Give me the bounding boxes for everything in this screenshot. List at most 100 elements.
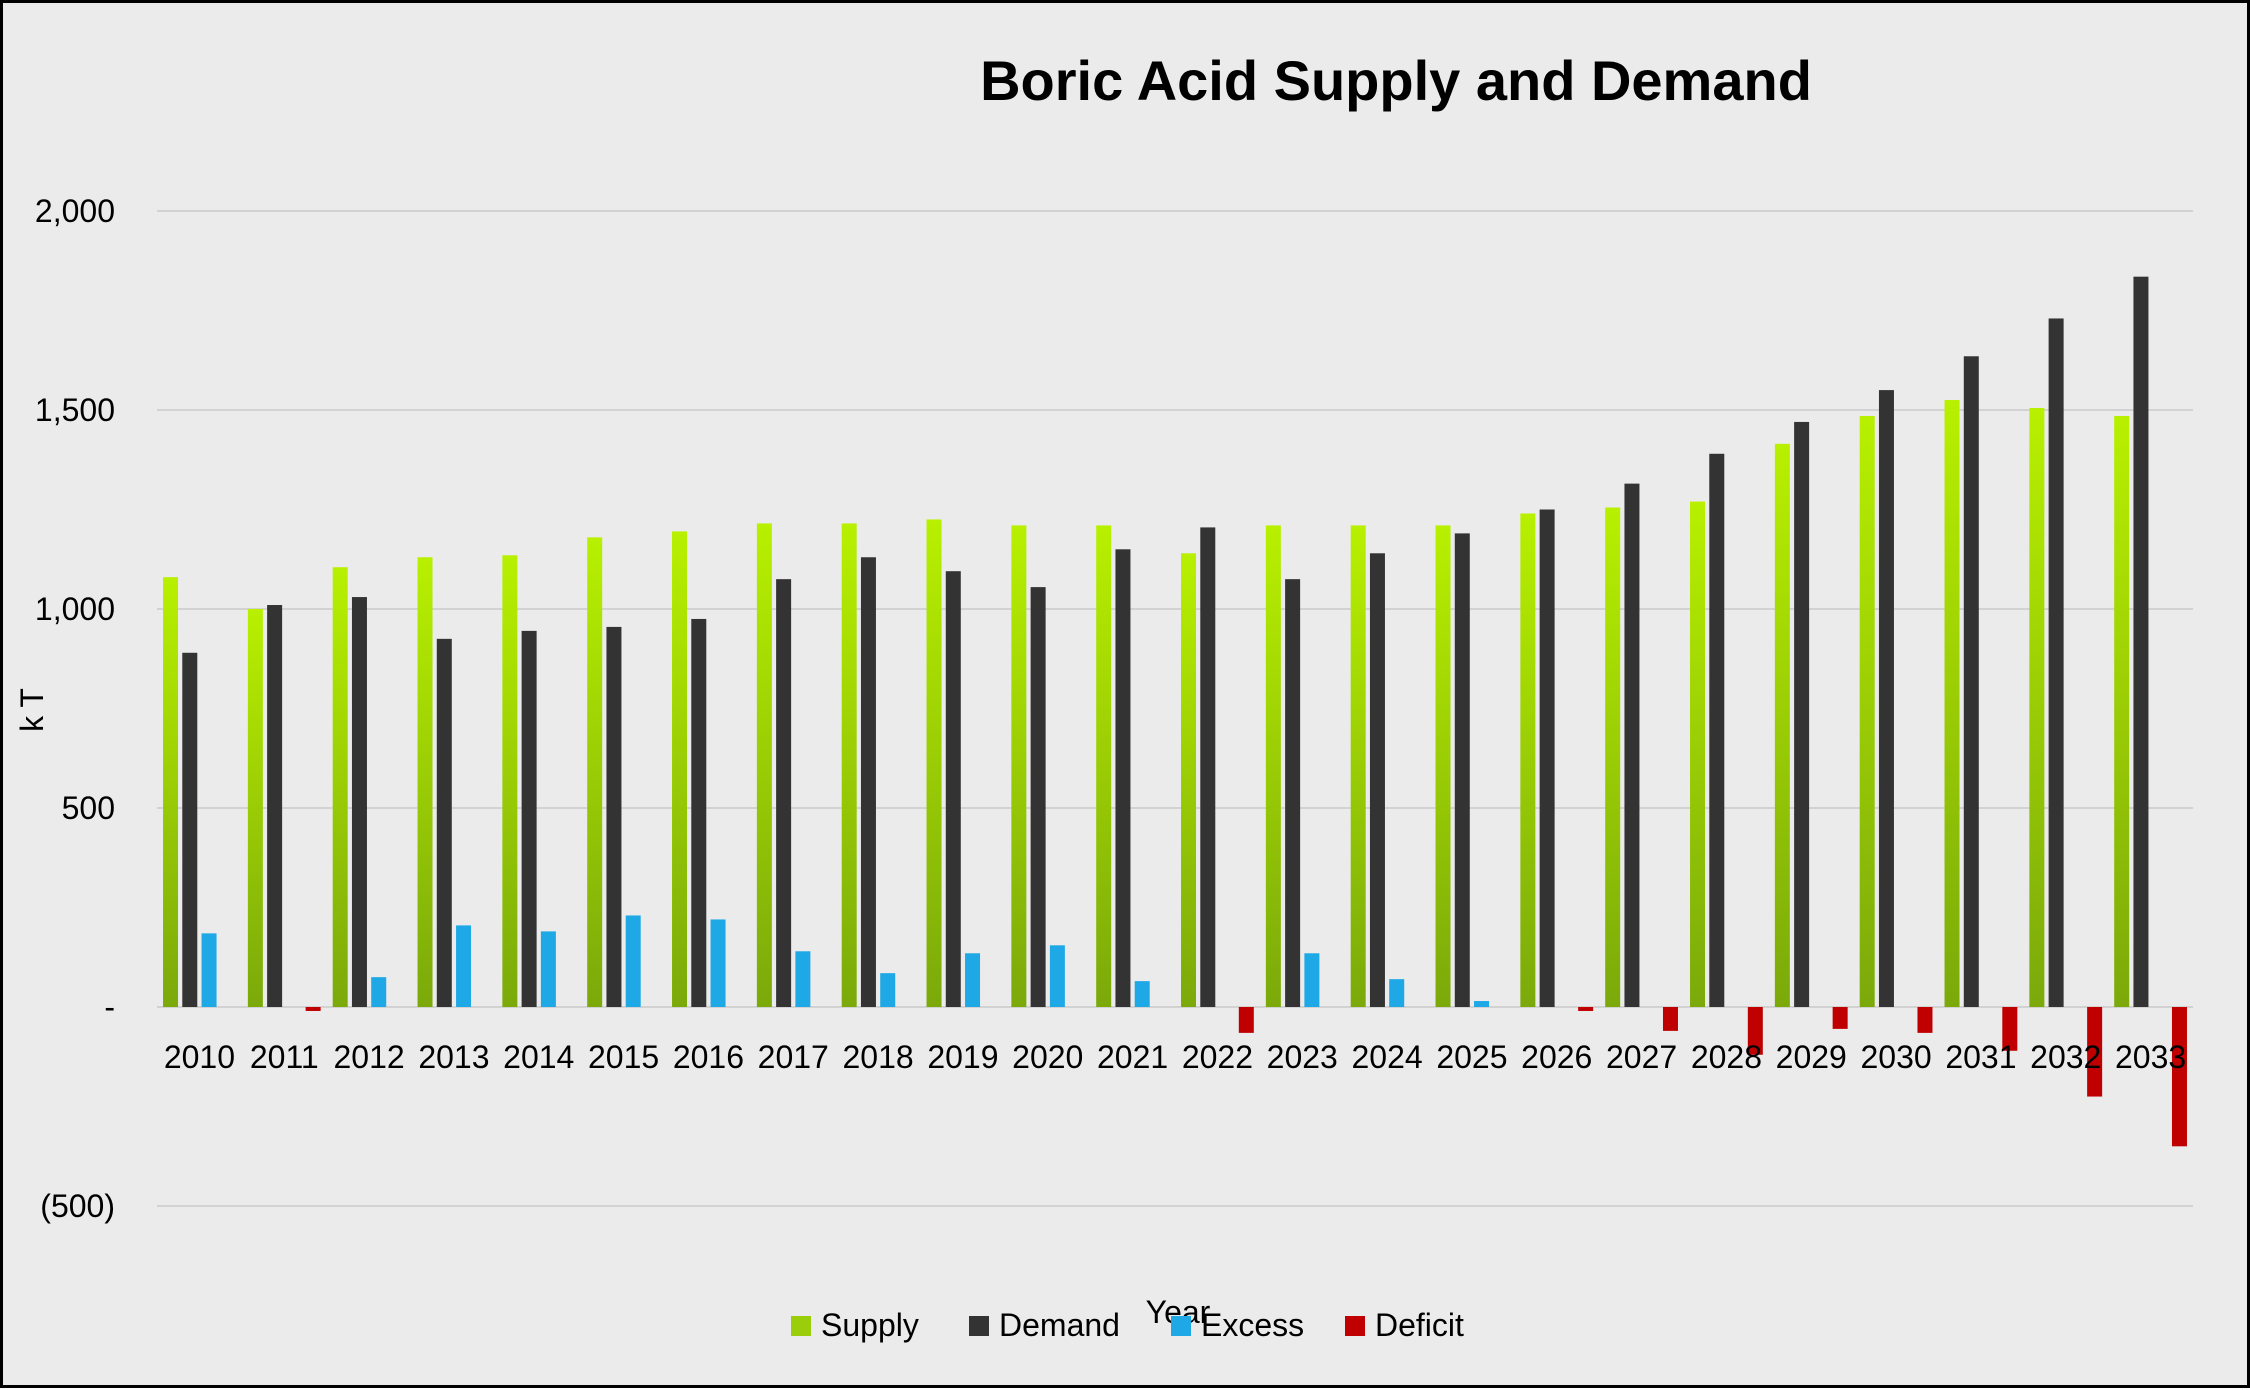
legend-label-supply: Supply [821,1307,919,1343]
bar-demand-2020 [1030,587,1046,1007]
bar-demand-2031 [1963,356,1979,1007]
bar-excess-2024 [1389,979,1405,1007]
x-tick-label: 2015 [588,1039,659,1075]
legend-label-demand: Demand [999,1307,1120,1343]
bar-deficit-2033 [2171,1007,2187,1147]
bar-supply-2015 [587,537,603,1007]
x-tick-label: 2025 [1436,1039,1507,1075]
bar-supply-2011 [247,609,263,1007]
bar-excess-2020 [1049,945,1065,1007]
bar-supply-2014 [502,555,518,1007]
legend-swatch-excess [1171,1316,1191,1336]
bar-excess-2023 [1304,953,1320,1007]
legend-swatch-deficit [1345,1316,1365,1336]
x-axis-ticks: 2010 2011 2012 2013 2014 2015 2016 2017 2018 2019… [164,1039,2186,1075]
bar-excess-2016 [710,919,726,1007]
bar-supply-2013 [417,557,433,1007]
bar-supply-2020 [1011,525,1027,1007]
x-tick-label: 2027 [1606,1039,1677,1075]
y-axis-ticks: 2,000 1,500 1,000 500 - (500) [35,193,115,1224]
bar-deficit-2030 [1917,1007,1933,1033]
bar-supply-2017 [756,523,772,1007]
bar-supply-2032 [2029,408,2045,1007]
bar-excess-2014 [540,931,556,1007]
bar-excess-2013 [456,925,472,1007]
bar-deficit-2029 [1832,1007,1848,1029]
bar-supply-2030 [1859,415,1875,1008]
bar-supply-2026 [1520,513,1536,1007]
y-tick-label: (500) [40,1188,115,1224]
x-tick-label: 2017 [758,1039,829,1075]
bar-supply-2022 [1181,553,1197,1007]
bar-deficit-2011 [305,1007,321,1011]
bar-demand-2015 [606,626,622,1007]
bar-demand-2018 [860,557,876,1007]
bar-deficit-2022 [1238,1007,1254,1033]
bar-demand-2013 [436,638,452,1007]
bar-supply-2016 [672,531,688,1007]
x-tick-label: 2021 [1097,1039,1168,1075]
bar-demand-2021 [1115,549,1131,1007]
bar-deficit-2028 [1747,1007,1763,1055]
bar-demand-2024 [1369,553,1385,1007]
x-tick-label: 2026 [1521,1039,1592,1075]
y-tick-label: 1,000 [35,591,115,627]
bar-demand-2023 [1285,579,1301,1007]
bar-supply-2024 [1350,525,1366,1007]
bar-supply-2019 [926,519,942,1007]
x-tick-label: 2029 [1776,1039,1847,1075]
bar-demand-2028 [1709,453,1725,1007]
bar-supply-2021 [1096,525,1112,1007]
bar-demand-2033 [2133,276,2149,1007]
bar-demand-2019 [945,571,961,1007]
x-tick-label: 2022 [1182,1039,1253,1075]
bar-supply-2031 [1944,400,1960,1007]
bar-demand-2011 [267,605,283,1007]
bar-demand-2026 [1539,509,1555,1007]
bar-supply-2018 [841,523,857,1007]
legend-label-deficit: Deficit [1375,1307,1464,1343]
bar-supply-2012 [332,567,348,1007]
x-tick-label: 2016 [673,1039,744,1075]
bar-supply-2033 [2114,415,2130,1008]
bar-demand-2010 [182,652,198,1007]
x-tick-label: 2024 [1351,1039,1422,1075]
y-tick-label: 1,500 [35,392,115,428]
x-tick-label: 2033 [2115,1039,2186,1075]
bar-demand-2014 [521,630,537,1007]
bar-demand-2029 [1794,421,1810,1007]
x-tick-label: 2032 [2030,1039,2101,1075]
bar-demand-2017 [776,579,792,1007]
bar-supply-2025 [1435,525,1451,1007]
bar-excess-2017 [795,951,811,1007]
x-tick-label: 2031 [1945,1039,2016,1075]
y-tick-label: 500 [62,790,115,826]
bar-demand-2027 [1624,483,1640,1007]
x-tick-label: 2014 [503,1039,574,1075]
bar-demand-2030 [1878,390,1894,1008]
bars [163,276,2187,1147]
legend: Supply Demand Excess Deficit [791,1307,1464,1343]
x-tick-label: 2028 [1691,1039,1762,1075]
bar-supply-2029 [1774,443,1790,1008]
bar-demand-2016 [691,618,707,1007]
gridlines [157,210,2193,1207]
x-tick-label: 2030 [1860,1039,1931,1075]
y-tick-label: - [104,989,115,1025]
bar-supply-2023 [1265,525,1281,1007]
bar-excess-2010 [201,933,217,1007]
x-tick-label: 2023 [1267,1039,1338,1075]
bar-demand-2022 [1200,527,1216,1007]
bar-demand-2032 [2048,318,2064,1008]
bar-excess-2025 [1474,1001,1490,1007]
x-tick-label: 2013 [418,1039,489,1075]
bar-demand-2012 [351,597,367,1007]
bar-excess-2015 [625,915,641,1007]
bar-deficit-2032 [2087,1007,2103,1097]
bar-excess-2012 [371,977,387,1007]
bar-excess-2021 [1134,981,1150,1007]
legend-swatch-demand [969,1316,989,1336]
x-tick-label: 2020 [1012,1039,1083,1075]
